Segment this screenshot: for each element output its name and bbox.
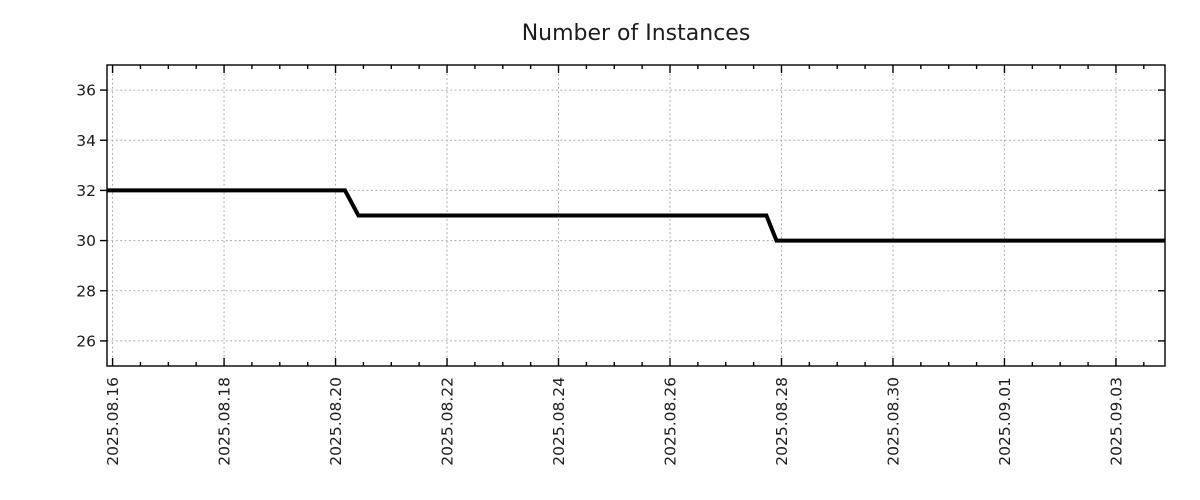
plot-border xyxy=(106,64,1166,367)
x-tick-label: 2025.08.16 xyxy=(104,377,122,466)
y-tick-label: 28 xyxy=(76,282,96,300)
x-tick-label: 2025.08.20 xyxy=(327,377,345,466)
x-tick-label: 2025.09.03 xyxy=(1107,377,1125,466)
y-tick-label: 34 xyxy=(76,132,96,150)
y-tick-label: 26 xyxy=(76,332,96,350)
y-tick-label: 30 xyxy=(76,232,96,250)
series-line-instances xyxy=(107,188,1165,243)
x-tick-label: 2025.08.26 xyxy=(662,377,680,466)
x-tick-label: 2025.08.30 xyxy=(885,377,903,466)
x-tick-label: 2025.08.24 xyxy=(550,377,568,466)
x-tick-label: 2025.08.22 xyxy=(439,377,457,466)
y-tick-label: 36 xyxy=(76,82,96,100)
chart-title: Number of Instances xyxy=(522,21,751,46)
x-tick-label: 2025.08.18 xyxy=(216,377,234,466)
y-tick-label: 32 xyxy=(76,182,96,200)
x-tick-label: 2025.09.01 xyxy=(996,377,1014,466)
x-tick-label: 2025.08.28 xyxy=(773,377,791,466)
